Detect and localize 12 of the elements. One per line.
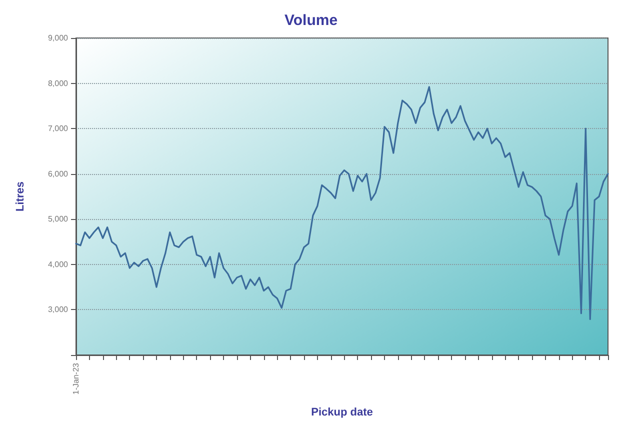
y-tick-label: 7,000	[48, 124, 69, 134]
y-tick-label: 5,000	[48, 214, 69, 224]
y-tick-label: 4,000	[48, 260, 69, 269]
y-tick-label: 6,000	[48, 169, 69, 178]
x-tick-label: 1-Jan-23	[72, 362, 80, 395]
y-tick-label: 8,000	[48, 78, 69, 88]
y-tick-label: 9,000	[48, 34, 69, 42]
y-tick-label: 3,000	[48, 305, 69, 314]
y-axis-title: Litres	[14, 182, 26, 212]
x-axis-title: Pickup date	[311, 406, 373, 418]
line-series	[75, 86, 609, 320]
chart-title: Volume	[284, 12, 338, 29]
